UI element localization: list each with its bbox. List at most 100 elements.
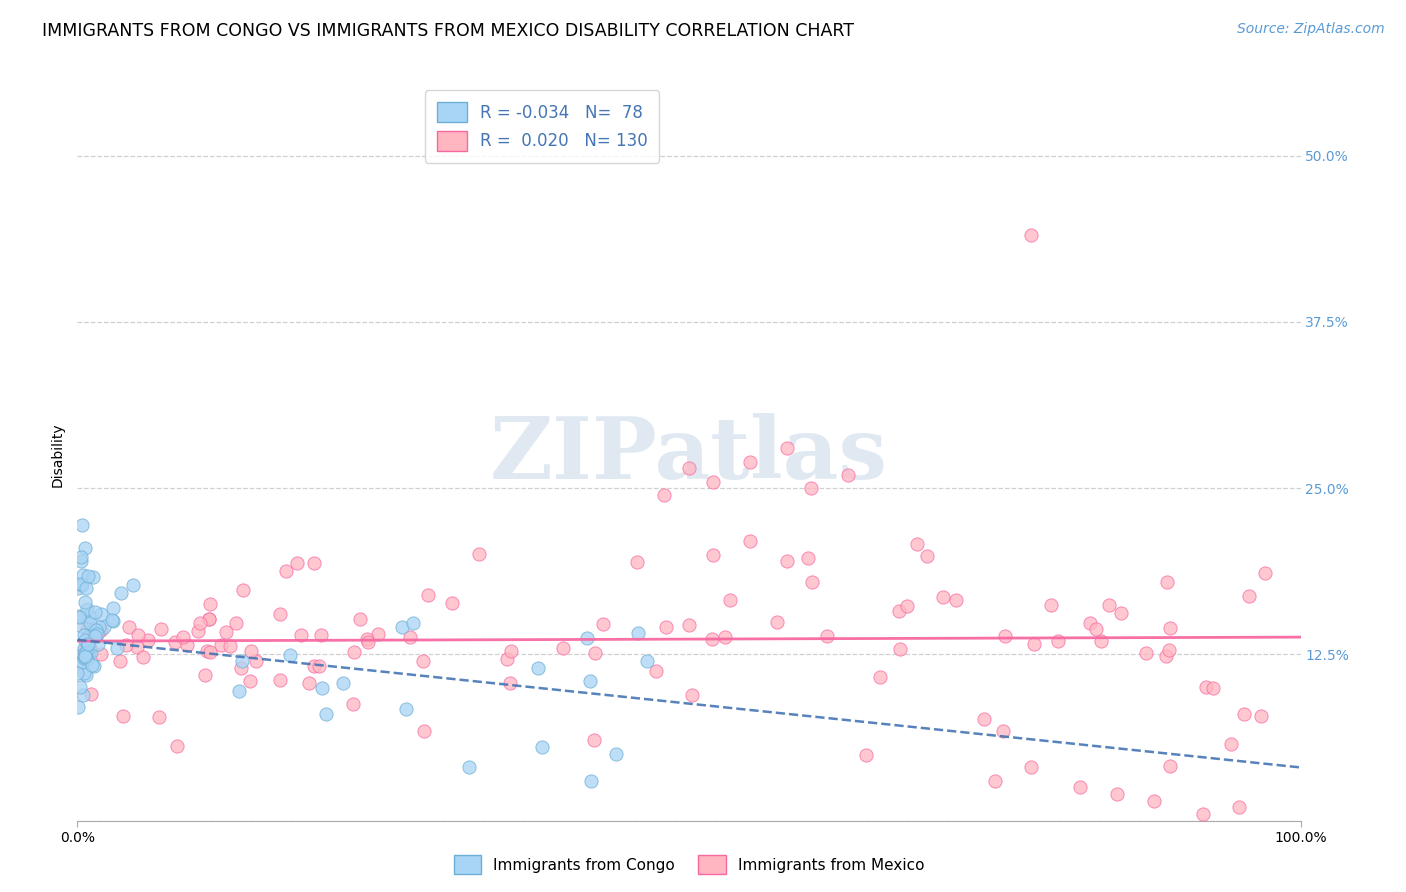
Text: IMMIGRANTS FROM CONGO VS IMMIGRANTS FROM MEXICO DISABILITY CORRELATION CHART: IMMIGRANTS FROM CONGO VS IMMIGRANTS FROM…	[42, 22, 855, 40]
Point	[114, 638, 136, 652]
Point	[993, 723, 1015, 738]
Point	[70, 577, 93, 591]
Point	[225, 615, 247, 630]
Point	[105, 641, 128, 656]
Point	[800, 575, 823, 590]
Point	[101, 613, 124, 627]
Point	[77, 645, 100, 659]
Point	[1202, 681, 1225, 695]
Point	[125, 640, 148, 655]
Point	[173, 630, 195, 644]
Point	[76, 651, 98, 665]
Point	[531, 740, 554, 755]
Point	[495, 651, 517, 665]
Point	[80, 645, 103, 659]
Point	[654, 488, 676, 502]
Point	[1250, 708, 1272, 723]
Point	[69, 680, 91, 694]
Point	[90, 647, 112, 661]
Point	[553, 641, 575, 656]
Point	[148, 710, 170, 724]
Point	[101, 600, 124, 615]
Point	[73, 541, 96, 555]
Point	[73, 651, 96, 665]
Point	[1021, 760, 1043, 774]
Point	[231, 654, 253, 668]
Point	[575, 631, 598, 645]
Point	[232, 583, 254, 598]
Point	[90, 623, 112, 637]
Point	[76, 636, 98, 650]
Point	[73, 666, 96, 681]
Point	[209, 638, 232, 652]
Point	[108, 654, 131, 668]
Point	[83, 659, 105, 673]
Point	[837, 467, 859, 482]
Point	[70, 618, 93, 632]
Point	[1107, 787, 1129, 801]
Point	[367, 626, 389, 640]
Point	[111, 709, 134, 723]
Point	[215, 624, 238, 639]
Point	[342, 697, 364, 711]
Point	[245, 654, 267, 668]
Point	[702, 548, 724, 562]
Point	[582, 732, 605, 747]
Point	[579, 674, 602, 689]
Point	[76, 630, 98, 644]
Point	[499, 644, 522, 658]
Point	[69, 549, 91, 564]
Point	[766, 615, 789, 629]
Y-axis label: Disability: Disability	[51, 423, 65, 487]
Point	[149, 622, 172, 636]
Point	[75, 633, 97, 648]
Point	[889, 641, 911, 656]
Point	[90, 607, 112, 621]
Point	[1237, 589, 1260, 603]
Point	[75, 645, 97, 659]
Point	[188, 615, 211, 630]
Point	[457, 760, 479, 774]
Point	[197, 612, 219, 626]
Point	[84, 629, 107, 643]
Point	[200, 597, 222, 611]
Point	[592, 616, 614, 631]
Point	[1021, 228, 1043, 243]
Point	[412, 654, 434, 668]
Point	[1135, 647, 1157, 661]
Point	[332, 676, 354, 690]
Point	[678, 617, 700, 632]
Point	[1195, 680, 1218, 694]
Point	[1039, 598, 1062, 612]
Point	[79, 615, 101, 630]
Point	[654, 620, 676, 634]
Point	[468, 547, 491, 561]
Point	[636, 653, 658, 667]
Point	[75, 650, 97, 665]
Point	[1085, 622, 1108, 636]
Point	[702, 475, 724, 489]
Text: ZIPatlas: ZIPatlas	[489, 413, 889, 497]
Point	[776, 442, 799, 456]
Legend: R = -0.034   N=  78, R =  0.020   N= 130: R = -0.034 N= 78, R = 0.020 N= 130	[425, 90, 659, 162]
Point	[994, 629, 1017, 643]
Point	[889, 604, 911, 618]
Point	[395, 702, 418, 716]
Point	[83, 622, 105, 636]
Point	[76, 642, 98, 657]
Point	[1159, 621, 1181, 635]
Point	[869, 670, 891, 684]
Point	[239, 674, 262, 689]
Point	[187, 624, 209, 638]
Point	[917, 549, 939, 564]
Point	[1191, 807, 1213, 822]
Point	[93, 620, 115, 634]
Point	[714, 630, 737, 644]
Point	[349, 612, 371, 626]
Point	[72, 567, 94, 582]
Point	[72, 609, 94, 624]
Point	[231, 661, 253, 675]
Point	[274, 564, 297, 578]
Point	[67, 700, 90, 714]
Point	[219, 639, 242, 653]
